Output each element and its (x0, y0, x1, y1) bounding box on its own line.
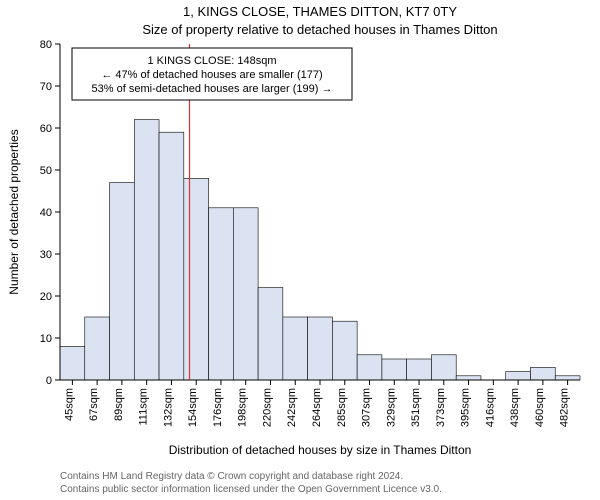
x-tick-label: 438sqm (509, 388, 521, 427)
chart-container: 1, KINGS CLOSE, THAMES DITTON, KT7 0TY Si… (0, 0, 600, 500)
x-tick-label: 67sqm (88, 388, 100, 421)
histogram-bar (159, 132, 184, 380)
histogram-bar (110, 183, 135, 380)
x-tick-label: 176sqm (212, 388, 224, 427)
histogram-bar (382, 359, 407, 380)
y-tick-label: 80 (40, 39, 52, 51)
x-tick-label: 154sqm (187, 388, 199, 427)
histogram-bar (258, 288, 283, 380)
histogram-bar (85, 317, 110, 380)
histogram-bar (209, 208, 234, 380)
y-tick-label: 60 (40, 123, 52, 135)
y-tick-label: 0 (46, 375, 52, 387)
x-tick-label: 111sqm (138, 388, 150, 426)
annotation-line: ← 47% of detached houses are smaller (17… (101, 69, 322, 81)
histogram-bar (332, 321, 357, 380)
x-tick-label: 264sqm (311, 388, 323, 427)
histogram-bar (506, 372, 531, 380)
x-tick-label: 45sqm (63, 388, 75, 421)
histogram-bar (456, 376, 481, 380)
histogram-chart: 1, KINGS CLOSE, THAMES DITTON, KT7 0TY Si… (0, 0, 600, 460)
y-tick-label: 40 (40, 207, 52, 219)
annotation-line: 1 KINGS CLOSE: 148sqm (148, 55, 277, 67)
y-tick-label: 30 (40, 249, 52, 261)
footer-line2: Contains public sector information licen… (60, 484, 442, 497)
y-tick-label: 70 (40, 81, 52, 93)
x-tick-label: 307sqm (361, 388, 373, 427)
chart-title-line1: 1, KINGS CLOSE, THAMES DITTON, KT7 0TY (183, 4, 457, 19)
annotation-line: 53% of semi-detached houses are larger (… (92, 83, 333, 95)
histogram-bar (431, 355, 456, 380)
x-tick-label: 416sqm (484, 388, 496, 427)
x-tick-label: 482sqm (559, 388, 571, 427)
x-tick-label: 329sqm (385, 388, 397, 427)
histogram-bar (233, 208, 258, 380)
y-tick-label: 20 (40, 291, 52, 303)
y-tick-label: 10 (40, 333, 52, 345)
x-tick-label: 198sqm (237, 388, 249, 427)
histogram-bar (308, 317, 333, 380)
x-tick-label: 89sqm (113, 388, 125, 421)
x-tick-label: 460sqm (534, 388, 546, 427)
histogram-bar (407, 359, 432, 380)
histogram-bar (134, 120, 159, 380)
histogram-bar (283, 317, 308, 380)
histogram-bar (184, 178, 209, 380)
histogram-bar (357, 355, 382, 380)
y-axis-label: Number of detached properties (7, 129, 21, 294)
x-axis-label: Distribution of detached houses by size … (169, 443, 472, 457)
x-tick-label: 220sqm (261, 388, 273, 427)
histogram-bar (530, 367, 555, 380)
x-tick-label: 132sqm (162, 388, 174, 427)
x-tick-label: 242sqm (286, 388, 298, 427)
histogram-bar (60, 346, 85, 380)
chart-title-line2: Size of property relative to detached ho… (142, 22, 497, 37)
footer-line1: Contains HM Land Registry data © Crown c… (60, 471, 442, 484)
x-tick-label: 395sqm (460, 388, 472, 427)
x-tick-label: 351sqm (410, 388, 422, 427)
y-tick-label: 50 (40, 165, 52, 177)
attribution-footer: Contains HM Land Registry data © Crown c… (60, 471, 442, 496)
x-tick-label: 285sqm (336, 388, 348, 427)
x-tick-label: 373sqm (435, 388, 447, 427)
histogram-bar (555, 376, 580, 380)
